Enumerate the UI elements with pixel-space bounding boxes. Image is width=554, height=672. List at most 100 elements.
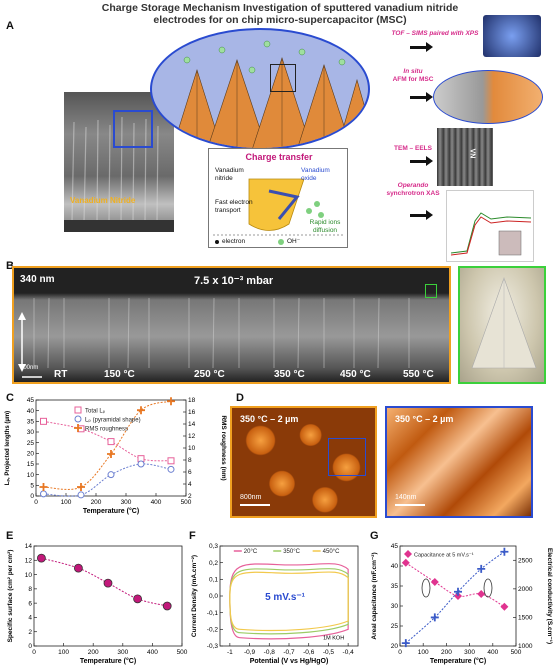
y2-tick-label: 18: [188, 397, 196, 404]
x-tick-label: 0: [32, 649, 36, 656]
temp-label-rt: RT: [54, 369, 68, 380]
temp-label-250: 250 °C: [194, 369, 225, 380]
series-0-point-1: [74, 563, 83, 573]
series-0-point-0: [401, 558, 410, 567]
scan-rate-annotation: 5 mV.s⁻¹: [265, 592, 306, 603]
legend-text-0: Capacitance at 5 mV.s⁻¹: [414, 552, 474, 558]
legend-marker-1: [74, 415, 82, 423]
pressure-label: 7.5 x 10⁻³ mbar: [194, 275, 274, 287]
y2-tick-label: 12: [188, 433, 196, 440]
y-tick-label: 12: [25, 557, 33, 564]
x-axis-label: Temperature (°C): [430, 657, 486, 665]
y-tick-label: 20: [27, 451, 35, 458]
y2-tick-label: 2500: [518, 557, 533, 564]
series-2-point-1: [77, 483, 85, 491]
x-tick-label: 200: [88, 649, 99, 656]
legend-text-2: 450°C: [323, 549, 340, 555]
y-tick-label: 35: [27, 419, 35, 426]
series-1-point-4: [500, 547, 509, 556]
electrolyte-label: 1M KOH: [323, 635, 344, 641]
plot-frame: [399, 545, 517, 647]
panel-b-label: B: [6, 260, 14, 272]
legend-oh: OH⁻: [287, 238, 301, 245]
x-tick-label: 400: [147, 649, 158, 656]
series-0-point-1: [430, 578, 439, 586]
x-tick-label: 500: [511, 649, 522, 656]
x-tick-label: -0,9: [244, 649, 256, 656]
legend-marker-2: [74, 424, 82, 432]
series-0-point-3: [477, 590, 486, 598]
tem-image: VN: [437, 128, 493, 186]
temp-label-450: 450 °C: [340, 369, 371, 380]
panel-d-label: D: [236, 392, 244, 404]
plot-frame: [35, 399, 187, 497]
series-0-line: [405, 562, 505, 608]
series-1-line: [43, 463, 172, 497]
scale-bar-label: 100nm: [20, 365, 39, 371]
arrow-tem: [410, 156, 433, 166]
arrow-insitu-afm: [410, 92, 433, 102]
pyramid-ellipse: [150, 28, 370, 150]
y-tick-label: 0,2: [209, 560, 218, 567]
y-tick-label: 15: [27, 461, 35, 468]
charge-transfer-diagram: [213, 178, 345, 245]
x-tick-label: 300: [121, 499, 132, 506]
y-tick-label: 0,3: [209, 543, 218, 550]
xas-plot: [450, 212, 532, 256]
x-axis-label: Potential (V vs Hg/HgO): [250, 658, 329, 665]
y-tick-label: 25: [27, 440, 35, 447]
arrow-xas: [410, 210, 433, 220]
series-1-point-1: [430, 613, 439, 622]
afm-left-scalebar: [240, 504, 270, 506]
chart-c: 0 100 200 300 400 500 0 5 10 15 20 25 30 35 40 45 Temper…: [5, 397, 227, 515]
series-0-point-4: [500, 602, 509, 611]
right-axis-indicator: [483, 578, 493, 598]
panel-a-label: A: [6, 20, 14, 32]
x-tick-label: 0: [398, 649, 402, 656]
y-axis-label: Areal capacitance (mF.cm⁻²): [371, 552, 378, 639]
y-tick-label: 14: [25, 543, 33, 550]
thickness-label: 340 nm: [20, 274, 55, 285]
y-tick-label: 20: [391, 643, 399, 650]
x-tick-label: 400: [151, 499, 162, 506]
y-tick-label: 40: [391, 563, 399, 570]
x-tick-label: -0,7: [283, 649, 295, 656]
y-tick-label: 45: [391, 543, 399, 550]
x-tick-label: -0,8: [264, 649, 276, 656]
x-tick-label: 0: [34, 499, 38, 506]
legend-electron: electron: [222, 238, 246, 245]
afm-right-label: 350 °C – 2 µm: [395, 414, 454, 424]
series-1-point-4: [167, 465, 175, 473]
series-0-point-3: [133, 594, 143, 604]
y2-tick-label: 1500: [518, 615, 533, 622]
series-2-point-4: [167, 397, 175, 406]
sem-columns: [18, 297, 410, 378]
temp-label-550: 550 °C: [403, 369, 434, 380]
legend-text-0: 20°C: [244, 549, 258, 555]
chart-g: 0 100 200 300 400 500 20 25 30 35 40 45 Temperature …: [371, 543, 553, 665]
vn-sem-image: Vanadium Nitride: [64, 92, 174, 232]
y-axis-label: Current Density (mA.cm⁻²): [191, 555, 198, 637]
technique-afm: AFM for MSC: [392, 76, 434, 83]
y-tick-label: 6: [28, 600, 32, 607]
vn-label: Vanadium Nitride: [70, 196, 136, 205]
y-tick-label: 25: [391, 623, 399, 630]
y-tick-label: 35: [391, 583, 399, 590]
temp-label-350: 350 °C: [274, 369, 305, 380]
x-tick-label: 200: [91, 499, 102, 506]
chart-e: 0 100 200 300 400 500 0 2 4 6 8 10 12 14 Temperature (…: [7, 543, 188, 665]
label-rapid-diffusion: Rapid ions diffusion: [309, 219, 341, 234]
y-axis-label: Lₚ, Projected lengths (µm): [5, 411, 11, 485]
y-tick-label: 0: [28, 643, 32, 650]
y-tick-label: 45: [27, 397, 35, 404]
afm-right-scalebar: [395, 504, 425, 506]
series-1-point-3: [477, 564, 486, 573]
afm-left-label: 350 °C – 2 µm: [240, 414, 299, 424]
y2-tick-label: 1000: [518, 643, 533, 650]
series-1-point-1: [77, 491, 85, 499]
vn-columns-texture: [64, 116, 174, 232]
series-1-point-3: [137, 460, 145, 468]
y-tick-label: 10: [25, 572, 33, 579]
chart-f: -1 -0,9 -0,8 -0,7 -0,6 -0,5 -0,4 -0,3 -0,2 -0,1 0,…: [191, 543, 359, 665]
charge-transfer-box: Charge transfer Vanadium nitride Vanadiu…: [208, 148, 348, 248]
